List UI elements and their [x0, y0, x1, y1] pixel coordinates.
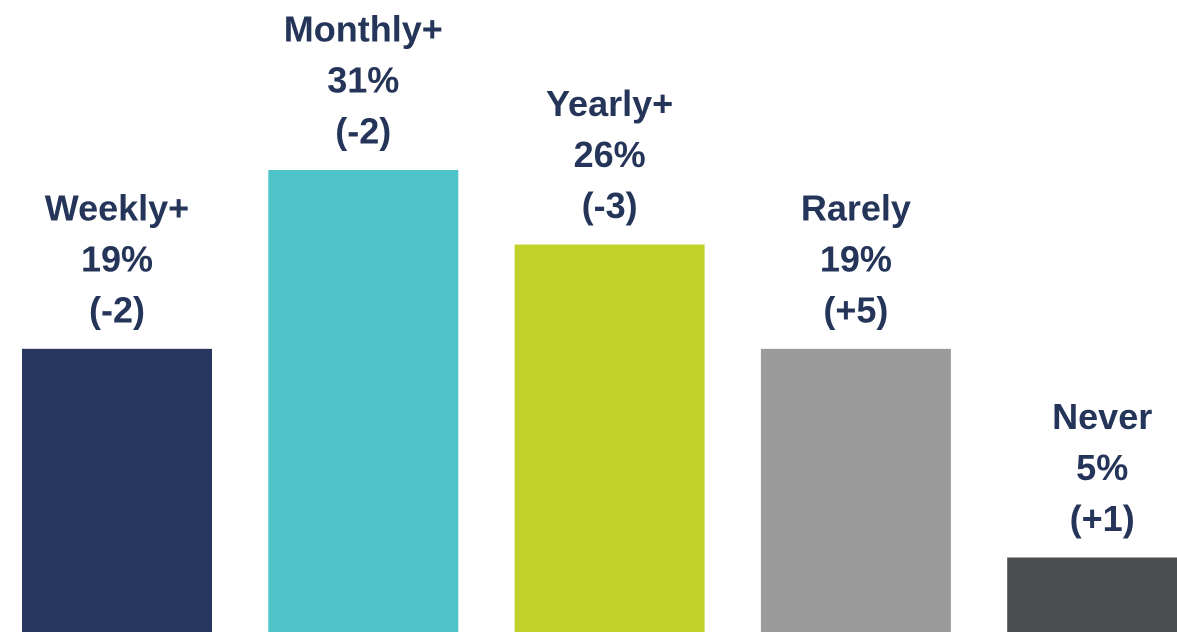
value-label: 31%	[327, 60, 399, 101]
category-label: Never	[1052, 396, 1152, 437]
change-label: (-2)	[335, 111, 391, 152]
category-label: Monthly+	[284, 9, 443, 50]
bar	[22, 348, 212, 632]
change-label: (-3)	[582, 185, 638, 226]
change-label: (-2)	[89, 289, 145, 330]
value-label: 19%	[81, 238, 153, 279]
bar	[760, 348, 951, 632]
bar	[268, 170, 459, 632]
change-label: (+5)	[823, 289, 888, 330]
value-label: 26%	[574, 134, 646, 175]
category-label: Weekly+	[45, 187, 189, 228]
value-label: 19%	[820, 238, 892, 279]
category-label: Yearly+	[546, 83, 673, 124]
bar	[514, 244, 705, 632]
bar	[1007, 557, 1177, 632]
change-label: (+1)	[1070, 498, 1135, 539]
category-label: Rarely	[801, 187, 911, 228]
value-label: 5%	[1076, 447, 1128, 488]
